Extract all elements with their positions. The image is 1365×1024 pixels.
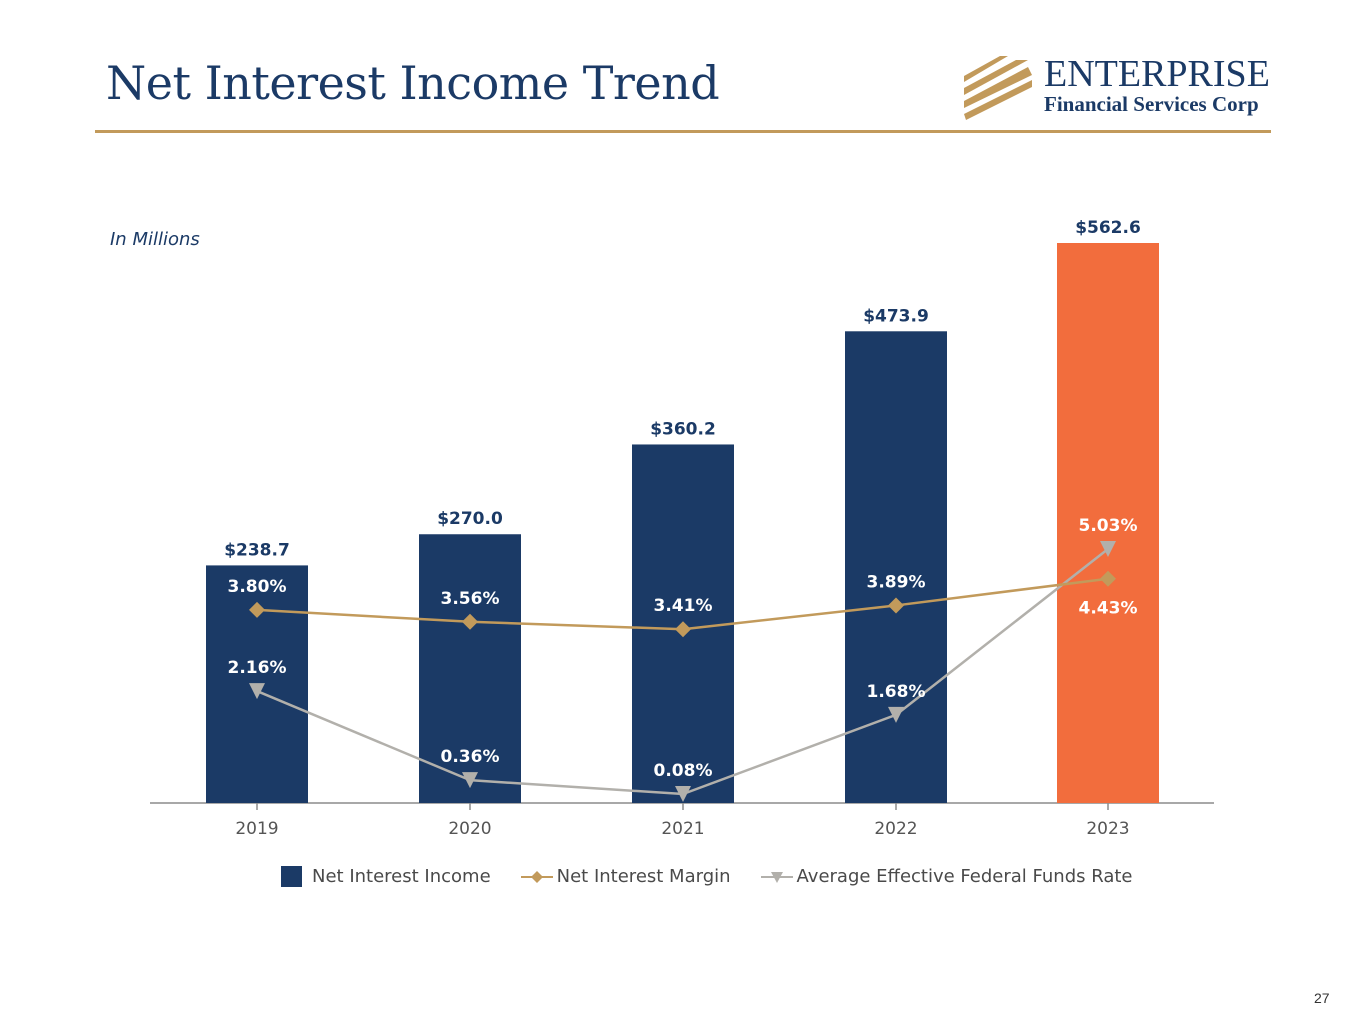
title-divider	[95, 130, 1271, 133]
units-note: In Millions	[110, 229, 200, 250]
bar-value-label: $360.2	[650, 419, 716, 439]
legend-item-fed-funds-rate: Average Effective Federal Funds Rate	[760, 866, 1133, 887]
legend-label: Average Effective Federal Funds Rate	[796, 866, 1133, 887]
point-fed-funds-rate	[675, 786, 691, 803]
legend-diamond-swatch	[520, 867, 553, 887]
point-fed-funds-rate	[462, 772, 478, 789]
bar-value-label: $473.9	[863, 306, 929, 326]
ffr-data-label: 1.68%	[867, 682, 926, 702]
ffr-data-label: 2.16%	[228, 658, 287, 678]
point-net-interest-margin	[1100, 570, 1116, 587]
nim-data-label: 3.41%	[654, 596, 713, 616]
nim-data-label: 3.56%	[441, 589, 500, 609]
legend-item-net-interest-margin: Net Interest Margin	[520, 866, 731, 887]
x-tick-label: 2023	[1086, 819, 1129, 839]
logo-wordmark: ENTERPRISE	[1044, 53, 1270, 95]
page-number: 27	[1314, 990, 1330, 1006]
logo-tagline: Financial Services Corp	[1044, 92, 1259, 116]
bar-net-interest-income-2022	[845, 331, 947, 803]
point-fed-funds-rate	[888, 706, 904, 723]
point-net-interest-margin	[675, 621, 691, 638]
ffr-data-label: 0.36%	[441, 747, 500, 767]
nim-data-label: 4.43%	[1079, 599, 1138, 619]
chart-legend: Net Interest Income Net Interest Margin …	[281, 866, 1163, 887]
x-tick-label: 2020	[448, 819, 491, 839]
x-tick-label: 2019	[235, 819, 278, 839]
page-title: Net Interest Income Trend	[106, 56, 720, 110]
bar-net-interest-income-2020	[419, 534, 521, 803]
point-net-interest-margin	[249, 601, 265, 618]
point-net-interest-margin	[888, 597, 904, 614]
x-tick-label: 2021	[661, 819, 704, 839]
company-logo: ENTERPRISE Financial Services Corp	[960, 54, 1275, 124]
point-net-interest-margin	[462, 613, 478, 630]
ffr-data-label: 0.08%	[654, 761, 713, 781]
bar-value-label: $562.6	[1075, 218, 1141, 238]
legend-bar-swatch	[281, 866, 302, 887]
legend-label: Net Interest Income	[312, 866, 491, 887]
point-fed-funds-rate	[1100, 541, 1116, 558]
bar-value-label: $238.7	[224, 540, 290, 560]
legend-label: Net Interest Margin	[556, 866, 731, 887]
bar-value-label: $270.0	[437, 509, 503, 529]
logo-stripes-icon	[964, 56, 1032, 120]
point-fed-funds-rate	[249, 683, 265, 700]
legend-item-net-interest-income: Net Interest Income	[281, 866, 491, 887]
legend-triangle-swatch	[760, 867, 793, 887]
x-tick-label: 2022	[874, 819, 917, 839]
ffr-data-label: 5.03%	[1079, 516, 1138, 536]
nim-data-label: 3.89%	[867, 572, 926, 592]
bar-net-interest-income-2023	[1057, 243, 1159, 803]
nim-data-label: 3.80%	[228, 577, 287, 597]
